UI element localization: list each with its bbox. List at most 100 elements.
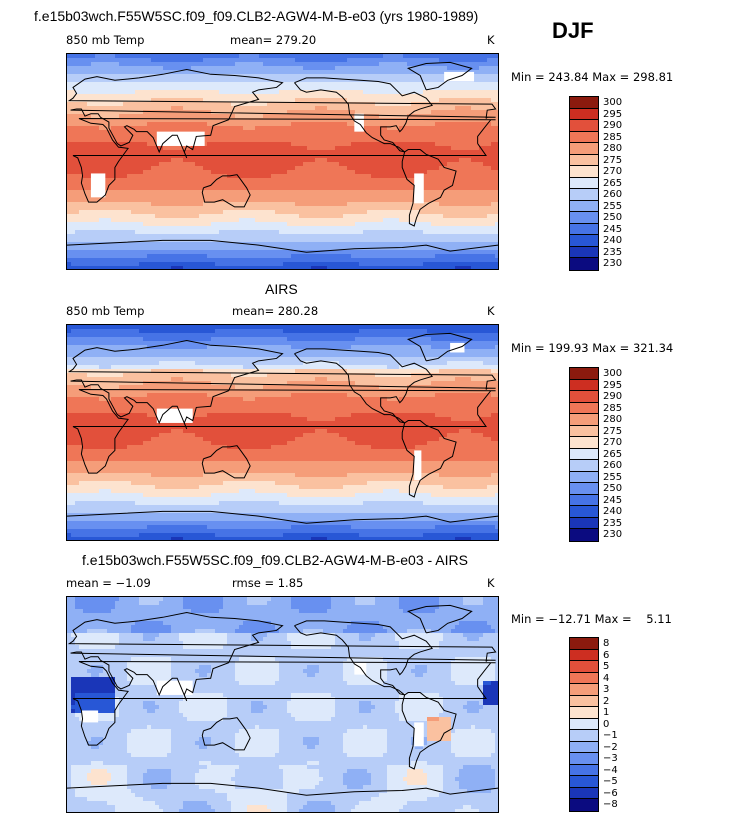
- colorbar-tick-label: 1: [603, 707, 610, 718]
- colorbar-swatch: [570, 143, 598, 155]
- colorbar-swatch: [570, 776, 598, 788]
- colorbar-tick-label: 285: [603, 402, 623, 414]
- colorbar-tick-label: 8: [603, 638, 610, 649]
- colorbar-tick-label: 230: [603, 258, 623, 269]
- colorbar-swatch: [570, 414, 598, 426]
- colorbar-tick-label: 280: [603, 414, 623, 425]
- colorbar-swatch: [570, 391, 598, 403]
- colorbar-swatch: [570, 799, 598, 811]
- colorbar-tick-label: 235: [603, 517, 623, 529]
- colorbar-tick-label: 280: [603, 143, 623, 154]
- colorbar-swatch: [570, 730, 598, 742]
- colorbar-tick-label: 240: [603, 235, 623, 246]
- colorbar-tick-label: 4: [603, 672, 610, 684]
- colorbar-swatch: [570, 707, 598, 719]
- colorbar-swatch: [570, 638, 598, 650]
- colorbar-tick-label: 300: [603, 368, 623, 379]
- season-label: DJF: [552, 18, 594, 43]
- colorbar-swatch: [570, 97, 598, 109]
- panel3-rmse-label: rmse = 1.85: [232, 576, 304, 590]
- colorbar-swatch: [570, 471, 598, 483]
- panel1-map: [66, 53, 499, 270]
- colorbar-swatch: [570, 506, 598, 518]
- colorbar-tick-label: 295: [603, 108, 623, 120]
- colorbar-tick-label: −4: [603, 764, 618, 776]
- colorbar-tick-label: 0: [603, 718, 610, 730]
- colorbar-tick-label: −3: [603, 753, 618, 764]
- colorbar-swatch: [570, 517, 598, 529]
- colorbar-tick-label: 235: [603, 246, 623, 258]
- colorbar-box: [569, 96, 599, 271]
- colorbar-swatch: [570, 460, 598, 472]
- colorbar-swatch: [570, 368, 598, 380]
- colorbar-swatch: [570, 684, 598, 696]
- colorbar-swatch: [570, 223, 598, 235]
- colorbar-tick-label: 275: [603, 425, 623, 437]
- panel2-mean-label: mean= 280.28: [232, 304, 319, 318]
- panel2-units-label: K: [487, 304, 495, 318]
- panel1-mean-label: mean= 279.20: [230, 33, 317, 47]
- colorbar-swatch: [570, 246, 598, 258]
- colorbar-tick-label: −8: [603, 799, 618, 810]
- colorbar-swatch: [570, 529, 598, 541]
- colorbar-tick-label: 260: [603, 460, 623, 471]
- colorbar-swatch: [570, 212, 598, 224]
- colorbar-tick-label: 260: [603, 189, 623, 200]
- colorbar-tick-label: 5: [603, 661, 610, 672]
- colorbar-swatch: [570, 425, 598, 437]
- colorbar-swatch: [570, 258, 598, 270]
- colorbar-tick-label: 2: [603, 695, 610, 707]
- colorbar-box: [569, 367, 599, 542]
- colorbar-swatch: [570, 448, 598, 460]
- colorbar-tick-label: 240: [603, 506, 623, 517]
- colorbar-swatch: [570, 200, 598, 212]
- colorbar-swatch: [570, 131, 598, 143]
- colorbar-tick-label: 285: [603, 131, 623, 143]
- colorbar-swatch: [570, 120, 598, 132]
- colorbar-tick-label: 230: [603, 529, 623, 540]
- colorbar-swatch: [570, 764, 598, 776]
- colorbar-tick-label: −6: [603, 787, 618, 799]
- panel3-mean-label: mean = −1.09: [66, 576, 151, 590]
- colorbar-tick-label: 290: [603, 120, 623, 131]
- panel3-units-label: K: [487, 576, 495, 590]
- colorbar-swatch: [570, 154, 598, 166]
- colorbar-swatch: [570, 437, 598, 449]
- colorbar-tick-label: 245: [603, 223, 623, 235]
- colorbar-swatch: [570, 189, 598, 201]
- colorbar-box: [569, 637, 599, 812]
- panel1-variable-label: 850 mb Temp: [66, 33, 145, 47]
- colorbar-tick-label: 255: [603, 200, 623, 212]
- colorbar-swatch: [570, 483, 598, 495]
- colorbar-swatch: [570, 166, 598, 178]
- colorbar-swatch: [570, 649, 598, 661]
- colorbar-swatch: [570, 741, 598, 753]
- colorbar-tick-label: 295: [603, 379, 623, 391]
- colorbar-tick-label: 265: [603, 448, 623, 460]
- panel3-map: [66, 596, 499, 813]
- colorbar-tick-label: 265: [603, 177, 623, 189]
- panel2-minmax: Min = 199.93 Max = 321.34: [511, 341, 674, 355]
- colorbar-tick-label: 300: [603, 97, 623, 108]
- colorbar-tick-label: 270: [603, 437, 623, 448]
- colorbar-tick-label: −1: [603, 730, 618, 741]
- colorbar-tick-label: 270: [603, 166, 623, 177]
- main-title: f.e15b03wch.F55W5SC.f09_f09.CLB2-AGW4-M-…: [34, 8, 479, 24]
- colorbar-swatch: [570, 235, 598, 247]
- colorbar-tick-label: 250: [603, 212, 623, 223]
- colorbar-swatch: [570, 108, 598, 120]
- colorbar-swatch: [570, 672, 598, 684]
- panel3-minmax: Min = −12.71 Max = 5.11: [511, 612, 672, 626]
- colorbar-swatch: [570, 695, 598, 707]
- colorbar-tick-label: 250: [603, 483, 623, 494]
- colorbar-tick-label: 255: [603, 471, 623, 483]
- colorbar-tick-label: 3: [603, 684, 610, 695]
- colorbar-tick-label: 6: [603, 649, 610, 661]
- colorbar-swatch: [570, 718, 598, 730]
- colorbar-tick-label: −2: [603, 741, 618, 753]
- panel2-variable-label: 850 mb Temp: [66, 304, 145, 318]
- panel1-minmax: Min = 243.84 Max = 298.81: [511, 70, 674, 84]
- colorbar-swatch: [570, 379, 598, 391]
- colorbar-tick-label: 290: [603, 391, 623, 402]
- panel2-map: [66, 324, 499, 541]
